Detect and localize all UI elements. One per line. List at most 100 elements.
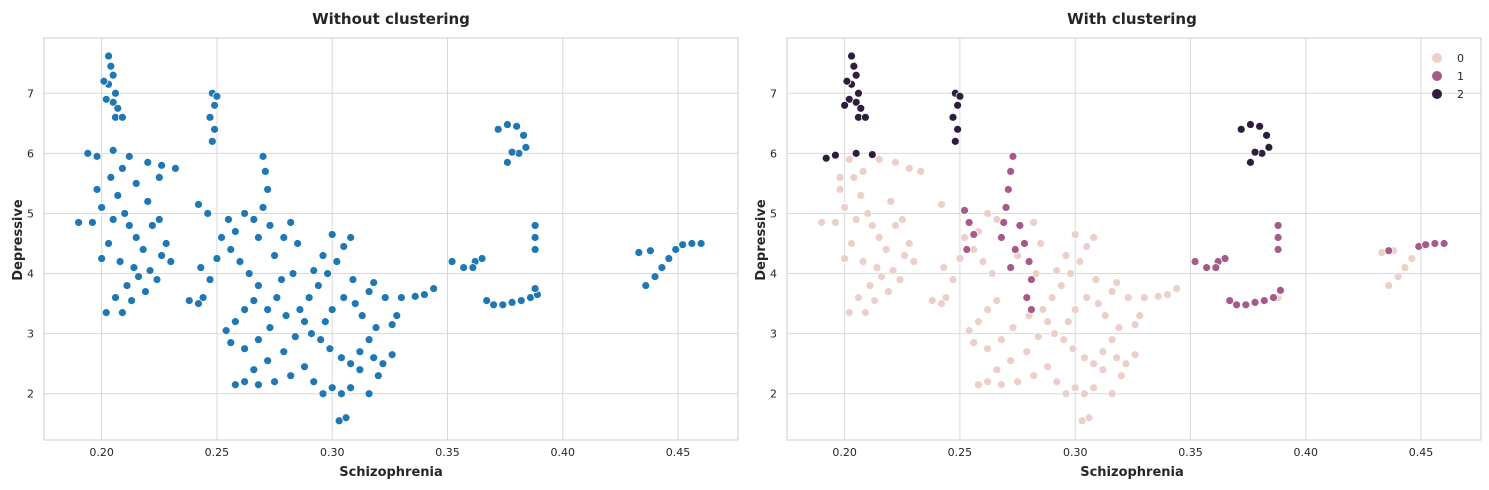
data-point	[870, 296, 880, 305]
data-point	[1091, 275, 1101, 284]
series-2	[821, 51, 1274, 167]
data-point	[874, 154, 884, 164]
data-point	[152, 275, 162, 284]
data-point	[960, 206, 969, 215]
data-point	[1089, 359, 1099, 369]
data-point	[387, 320, 397, 330]
data-point	[115, 257, 125, 266]
data-point	[396, 293, 406, 302]
x-tick-label: 0.25	[948, 446, 973, 459]
data-point	[530, 245, 540, 254]
data-point	[1255, 121, 1265, 131]
data-point	[272, 293, 282, 302]
data-point	[83, 148, 93, 158]
data-point	[1006, 263, 1016, 272]
data-point	[851, 148, 861, 158]
data-point	[493, 124, 503, 134]
data-point	[973, 317, 983, 327]
data-point	[1075, 257, 1085, 266]
data-point	[962, 245, 972, 254]
data-point	[507, 147, 517, 157]
data-point	[867, 221, 877, 230]
data-point	[953, 124, 963, 134]
data-point	[978, 257, 988, 266]
data-point	[380, 293, 390, 302]
data-point	[671, 245, 681, 254]
data-point	[1070, 230, 1080, 239]
data-point	[117, 163, 127, 173]
data-point	[138, 245, 148, 254]
data-point	[1020, 239, 1029, 248]
data-point	[134, 272, 143, 281]
data-point	[840, 100, 850, 110]
data-point	[286, 371, 296, 381]
data-point	[1080, 353, 1089, 363]
data-point	[104, 239, 113, 248]
data-point	[320, 317, 330, 327]
data-point	[992, 296, 1002, 305]
y-axis-label: Depressive	[11, 199, 26, 281]
data-point	[983, 209, 992, 218]
data-point	[657, 263, 667, 272]
data-point	[364, 335, 374, 345]
data-point	[265, 323, 275, 333]
plot-area: 0.20 0.25 0.30 0.35 0.40 0.45 2 3 4 5 6 7	[770, 37, 1482, 459]
data-point	[1130, 320, 1140, 330]
data-point	[904, 163, 914, 173]
x-tick-label: 0.40	[1294, 446, 1319, 459]
data-point	[498, 300, 508, 310]
data-point	[1116, 371, 1126, 381]
data-point	[1384, 281, 1394, 290]
plot-area: 0.20 0.25 0.30 0.35 0.40 0.45 2 3 4 5 6 7	[27, 37, 739, 459]
data-point	[300, 317, 309, 327]
data-point	[1003, 185, 1013, 194]
data-point	[844, 154, 854, 164]
data-point	[226, 245, 236, 254]
data-point	[1112, 353, 1122, 363]
data-point	[97, 254, 107, 263]
legend-label: 1	[1457, 70, 1464, 83]
data-point	[410, 291, 420, 301]
data-point	[939, 263, 949, 272]
y-tick-label: 6	[27, 147, 34, 160]
data-point	[166, 257, 176, 266]
data-point	[157, 251, 166, 260]
data-point	[217, 233, 226, 242]
data-point	[387, 350, 397, 360]
data-point	[831, 218, 840, 227]
data-point	[258, 151, 268, 161]
data-point	[1059, 335, 1069, 345]
data-point	[131, 233, 141, 242]
data-point	[865, 281, 875, 290]
data-point	[230, 227, 240, 236]
x-tick-label: 0.30	[320, 446, 345, 459]
data-point	[154, 173, 164, 182]
data-point	[210, 100, 220, 110]
data-point	[881, 245, 891, 254]
x-tick-label: 0.30	[1063, 446, 1088, 459]
data-point	[1123, 293, 1133, 302]
x-tick-label: 0.25	[205, 446, 230, 459]
data-point	[955, 254, 965, 263]
data-point	[831, 150, 840, 160]
data-point	[1043, 362, 1052, 372]
data-point	[1107, 287, 1117, 296]
data-point	[108, 145, 118, 155]
plot-frame	[786, 37, 1482, 441]
data-point	[821, 153, 831, 163]
data-point	[904, 239, 914, 248]
data-point	[194, 299, 203, 308]
data-point	[339, 242, 349, 251]
data-point	[847, 51, 856, 61]
data-point	[1139, 293, 1149, 302]
data-point	[897, 215, 907, 224]
data-point	[1250, 147, 1260, 157]
data-point	[1264, 142, 1274, 152]
data-point	[346, 233, 356, 242]
data-point	[101, 308, 111, 318]
data-point	[844, 94, 854, 104]
data-point	[106, 173, 116, 182]
series-0	[817, 154, 1417, 426]
data-point	[1172, 284, 1182, 293]
data-point	[1269, 293, 1278, 302]
